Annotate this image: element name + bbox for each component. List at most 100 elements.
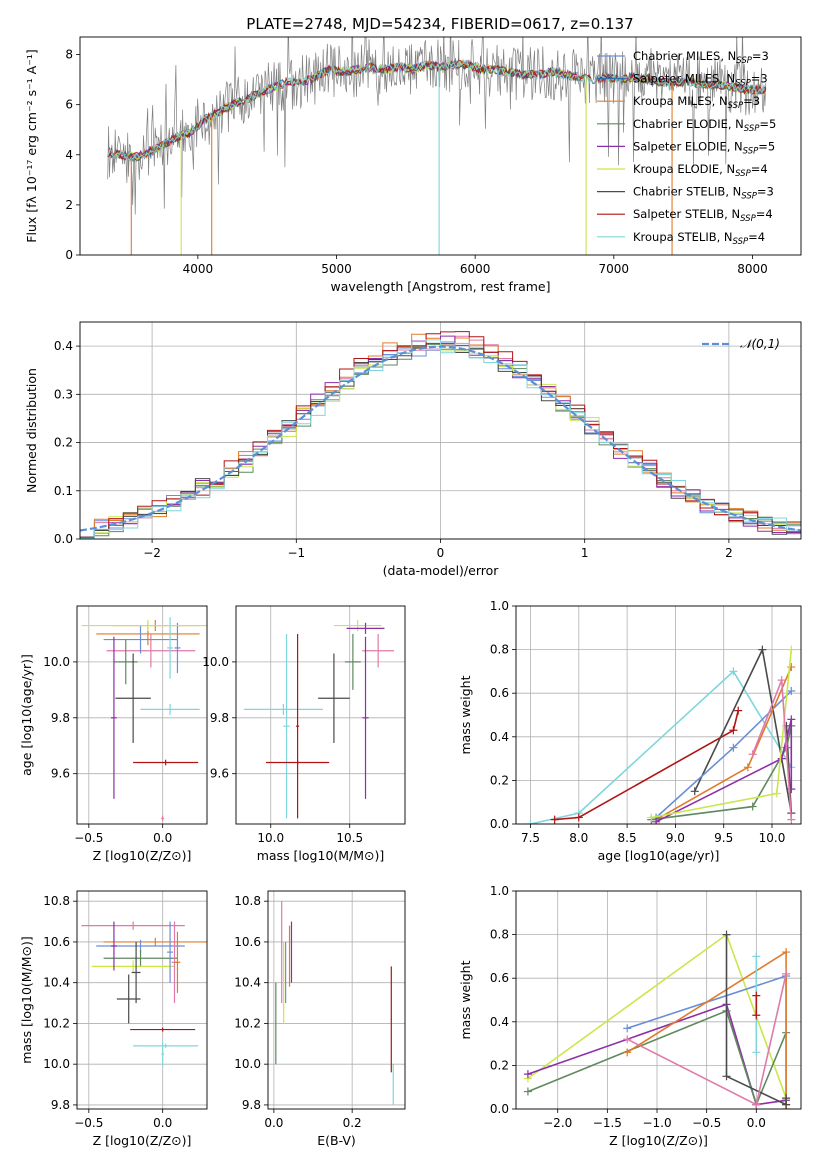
x-axis-label: wavelength [Angstrom, rest frame] <box>330 279 550 294</box>
error-bar-point <box>140 703 200 715</box>
series-marker <box>787 715 796 724</box>
series-line <box>693 647 793 814</box>
series-marker <box>690 787 699 796</box>
x-tick-label: 9.0 <box>666 831 685 845</box>
y-tick-label: 0.2 <box>490 773 509 787</box>
y-tick-label: 0.2 <box>490 1058 509 1072</box>
plot-area <box>523 930 791 1109</box>
chart-massweight_vs_Z: −2.0 −1.5 −1.0 −0.5 0.0 0.0 0.2 0.4 0.6 0.8 1.0 Z [… <box>458 884 802 1148</box>
error-bar-point <box>116 974 141 1024</box>
x-tick-label: −2 <box>143 546 161 560</box>
error-bar-point <box>283 633 290 819</box>
axes-frame <box>515 605 802 825</box>
x-tick-label: 0.0 <box>264 1116 283 1130</box>
series-marker <box>772 789 781 798</box>
series-marker <box>752 1100 761 1109</box>
y-tick-label: 6 <box>65 98 73 112</box>
y-tick-label: 10.6 <box>43 935 70 949</box>
y-tick-label: 9.8 <box>210 711 229 725</box>
y-tick-label: 0.0 <box>490 817 509 831</box>
axes-frame <box>515 890 802 1110</box>
legend: Chabrier MILES, NSSP=3 Salpeter MILES, NS… <box>597 49 776 247</box>
x-tick-label: 8.0 <box>569 831 588 845</box>
error-bar-point <box>131 941 141 1004</box>
error-bar-point <box>333 619 382 632</box>
series-marker <box>722 1072 731 1081</box>
y-tick-label: 0.8 <box>490 643 509 657</box>
x-tick-label: 0.0 <box>747 1116 766 1130</box>
error-bar-point <box>161 1041 165 1067</box>
plot-area <box>81 617 207 822</box>
y-axis-label: mass [log10(M/M⊙)] <box>19 936 34 1064</box>
axes-frame <box>235 605 406 825</box>
y-tick-label: 10.0 <box>202 655 229 669</box>
series-marker <box>748 750 757 759</box>
y-tick-label: 10.6 <box>234 935 261 949</box>
error-bar-point <box>161 815 165 822</box>
plot-area <box>243 619 394 819</box>
series-marker <box>752 991 761 1000</box>
x-tick-label: −1.0 <box>642 1116 671 1130</box>
x-axis-label: Z [log10(Z/Z⊙)] <box>93 1133 192 1148</box>
series-marker <box>743 763 752 772</box>
x-tick-label: −0.5 <box>74 831 103 845</box>
error-bar-point <box>81 921 185 930</box>
legend-entry: Salpeter STELIB, NSSP=4 <box>633 207 773 224</box>
y-tick-label: 0 <box>65 248 73 262</box>
series-marker <box>623 1035 632 1044</box>
legend-entry: Kroupa ELODIE, NSSP=4 <box>633 162 768 179</box>
error-bar-point <box>392 1064 394 1105</box>
y-tick-label: 10.4 <box>234 976 261 990</box>
series-marker <box>782 948 791 957</box>
error-bar-point <box>167 617 174 679</box>
y-tick-label: 0.1 <box>54 484 73 498</box>
y-tick-label: 10.8 <box>234 894 261 908</box>
y-tick-label: 0.4 <box>490 730 509 744</box>
error-bar-point <box>110 636 117 799</box>
x-tick-label: 10.0 <box>759 831 786 845</box>
x-tick-label: 6000 <box>460 262 491 276</box>
legend-entry: Salpeter ELODIE, NSSP=5 <box>633 139 775 156</box>
error-bar-point <box>243 703 323 715</box>
series-marker <box>647 813 656 822</box>
error-bar-point <box>362 633 394 668</box>
y-tick-label: 0.6 <box>490 686 509 700</box>
y-tick-label: 0.4 <box>490 1015 509 1029</box>
y-tick-label: 4 <box>65 148 73 162</box>
error-bar-point <box>103 937 207 947</box>
error-bar-point <box>288 925 291 987</box>
chart-massweight_vs_age: 7.5 8.0 8.5 9.0 9.5 10.0 0.0 0.2 0.4 0.6 0.8 1.0 age… <box>458 599 802 863</box>
series-marker <box>550 815 559 824</box>
legend-entry: Chabrier MILES, NSSP=3 <box>633 49 769 66</box>
series-marker <box>523 1087 532 1096</box>
series-line <box>554 710 739 821</box>
error-bar-point <box>344 633 361 690</box>
error-bar-point <box>81 619 207 632</box>
x-axis-label: Z [log10(Z/Z⊙)] <box>93 848 192 863</box>
error-bar-point <box>133 759 199 766</box>
y-tick-label: 10.0 <box>234 1057 261 1071</box>
series-marker <box>748 802 757 811</box>
series-marker <box>777 676 786 685</box>
model-line <box>107 59 766 162</box>
y-axis-label: Normed distribution <box>24 368 39 493</box>
series-marker <box>782 1094 791 1103</box>
chart-residuals: −2 −1 0 1 2 0.0 0.1 0.2 0.3 0.4 (data-model)/error… <box>24 321 802 578</box>
x-axis-label: (data-model)/error <box>383 563 500 578</box>
series-marker <box>729 743 738 752</box>
x-axis-label: E(B-V) <box>317 1133 356 1148</box>
error-bar-point <box>113 639 138 685</box>
plot-area <box>81 921 207 1067</box>
y-tick-label: 0.2 <box>54 436 73 450</box>
axes-frame <box>76 890 208 1110</box>
error-bar-point <box>290 921 293 983</box>
legend-entry: Chabrier ELODIE, NSSP=5 <box>633 117 776 134</box>
series-marker <box>752 952 761 961</box>
x-tick-label: 10.5 <box>336 831 363 845</box>
y-tick-label: 1.0 <box>490 884 509 898</box>
chart-age_vs_Z: −0.5 0.0 9.6 9.8 10.0 Z [log10(Z/Z⊙)] age [log… <box>19 605 208 863</box>
series-marker <box>752 1048 761 1057</box>
error-bar-point <box>275 982 277 1065</box>
x-tick-label: 7000 <box>599 262 630 276</box>
